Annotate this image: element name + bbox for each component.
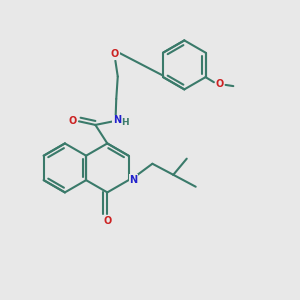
Text: O: O bbox=[111, 50, 119, 59]
Text: N: N bbox=[113, 116, 121, 125]
Text: H: H bbox=[121, 118, 128, 127]
Text: N: N bbox=[130, 175, 138, 184]
Text: O: O bbox=[68, 116, 76, 126]
Text: O: O bbox=[215, 79, 224, 89]
Text: O: O bbox=[103, 216, 111, 226]
